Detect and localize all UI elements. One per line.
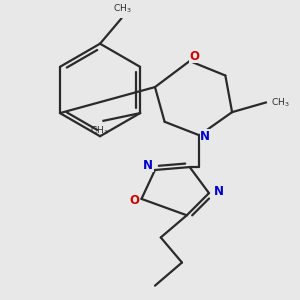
Text: N: N <box>214 185 224 198</box>
Text: N: N <box>200 130 210 143</box>
Text: N: N <box>143 159 153 172</box>
Text: CH$_3$: CH$_3$ <box>113 2 131 15</box>
Text: CH$_3$: CH$_3$ <box>271 96 289 109</box>
Text: O: O <box>190 50 200 63</box>
Text: CH$_3$: CH$_3$ <box>90 125 109 137</box>
Text: O: O <box>130 194 140 207</box>
